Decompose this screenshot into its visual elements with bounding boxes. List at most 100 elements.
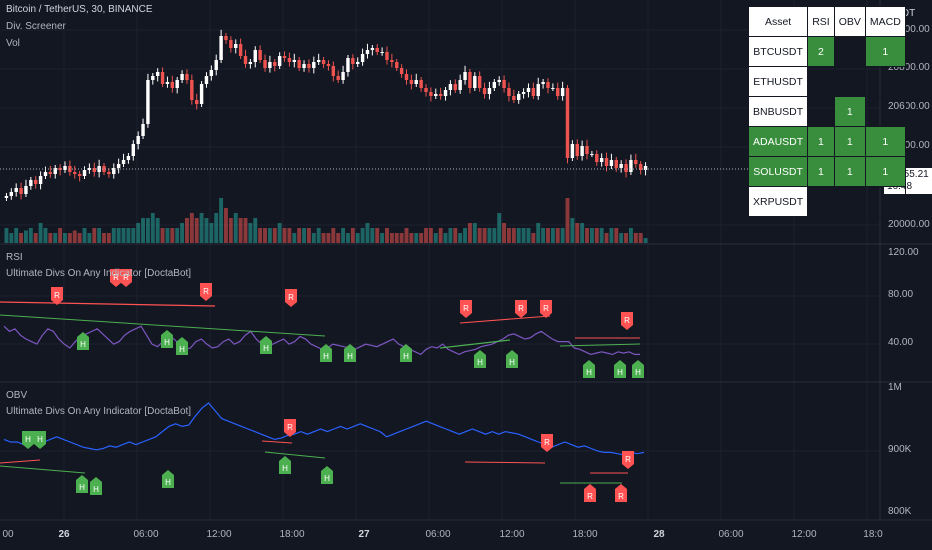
divergence-label-bullish: [90, 477, 102, 495]
screener-col-macd: MACD: [864, 6, 906, 37]
divergence-label-bearish: [584, 484, 596, 502]
price-axis[interactable]: 21000.00 20800.00 20600.00 20400.00 2000…: [882, 0, 932, 240]
volume-bar: [580, 223, 585, 243]
candle-body: [112, 168, 116, 174]
volume-bar: [570, 218, 575, 243]
price-tick: 20400.00: [888, 140, 930, 151]
obv-bearish-divergence-line: [261, 440, 293, 444]
candle-body: [604, 158, 609, 166]
candle-body: [268, 62, 272, 68]
divergence-label-bullish: [22, 431, 34, 449]
volume-bar: [175, 228, 180, 243]
screener-obv-cell: 1: [833, 126, 866, 157]
volume-bar: [150, 213, 155, 243]
candle-body: [175, 80, 179, 88]
candle-body: [560, 88, 565, 96]
volume-bar: [536, 223, 541, 243]
volume-bar: [477, 228, 482, 243]
divergence-label-bullish: [344, 344, 356, 362]
divergence-label-bullish: [400, 344, 412, 362]
volume-bar: [58, 228, 63, 243]
volume-bar: [385, 228, 389, 243]
volume-bar: [19, 233, 24, 243]
volume-bar: [428, 228, 433, 243]
candle-body: [185, 74, 189, 80]
candle-body: [634, 160, 638, 164]
screener-macd-cell: [864, 96, 906, 127]
volume-bar: [550, 228, 555, 243]
screener-asset: BTCUSDT: [747, 36, 809, 67]
volume-bar: [638, 233, 643, 243]
volume-bar: [589, 228, 594, 243]
screener-obv-cell: [833, 66, 866, 97]
candle-body: [609, 160, 614, 166]
candle-body: [556, 88, 560, 96]
volume-bar: [121, 228, 126, 243]
candle-body: [151, 76, 155, 80]
volume-bar: [419, 233, 424, 243]
volume-bar: [253, 218, 258, 243]
obv-axis[interactable]: 1M 900K 800K: [882, 380, 932, 520]
divergence-label-bullish: [583, 360, 595, 378]
candle-body: [258, 50, 262, 60]
screener-macd-cell: 1: [864, 156, 906, 187]
candle-body: [248, 62, 253, 64]
screener-macd-cell: 1: [864, 126, 906, 157]
volume-bar: [302, 228, 306, 243]
candle-body: [146, 80, 150, 124]
candle-body: [209, 70, 214, 76]
divergence-label-text: H: [93, 485, 99, 494]
candle-body: [643, 166, 648, 170]
volume-bar: [102, 233, 106, 243]
obv-tick: 900K: [888, 444, 912, 455]
candle-body: [326, 64, 331, 66]
symbol-title: Bitcoin / TetherUS, 30, BINANCE: [6, 4, 153, 15]
divergence-label-bullish: [474, 350, 486, 368]
screener-header-row: Asset RSI OBV MACD: [747, 6, 906, 37]
volume-bar: [399, 233, 404, 243]
divergence-label-bullish: [34, 431, 46, 449]
candle-body: [102, 166, 106, 172]
volume-bar: [458, 233, 463, 243]
volume-bar: [394, 233, 399, 243]
volume-bar: [106, 233, 111, 243]
obv-bullish-divergence-line: [264, 451, 326, 459]
volume-bar: [116, 228, 121, 243]
divergence-label-bullish: [260, 336, 272, 354]
volume-bar: [170, 228, 175, 243]
time-tick: 12:00: [206, 529, 232, 540]
candle-body: [502, 80, 506, 88]
volume-bar: [321, 233, 326, 243]
divergence-label-bullish: [506, 350, 518, 368]
candle-body: [53, 168, 57, 174]
rsi-indicator-label: Ultimate Divs On Any Indicator [DoctaBot…: [6, 268, 192, 279]
candle-body: [160, 72, 165, 84]
volume-bar: [189, 213, 194, 243]
divergence-label-text: H: [323, 352, 329, 361]
candle-body: [165, 82, 170, 84]
divergence-label-bearish: [285, 289, 297, 307]
volume-bar: [263, 228, 267, 243]
volume-bar: [516, 228, 521, 243]
candle-body: [414, 80, 418, 84]
candle-body: [482, 88, 487, 94]
volume-bar: [487, 228, 492, 243]
candle-body: [541, 82, 545, 84]
rsi-axis[interactable]: 120.00 80.00 40.00: [882, 245, 932, 380]
volume-bar: [497, 213, 502, 243]
candle-body: [263, 60, 267, 68]
candle-body: [360, 54, 365, 62]
candle-body: [282, 56, 287, 58]
indicator-div-screener-label: Div. Screener: [6, 21, 66, 32]
candle-body: [312, 62, 316, 68]
rsi-bullish-divergence-line: [559, 343, 641, 347]
time-tick: 06:00: [133, 529, 159, 540]
screener-asset: BNBUSDT: [747, 96, 809, 127]
volume-bar: [82, 228, 87, 243]
indicator-vol-label: Vol: [6, 38, 20, 49]
divergence-label-text: H: [635, 368, 641, 377]
divergence-label-bullish: [321, 466, 333, 484]
candle-body: [399, 68, 404, 74]
volume-bar: [414, 233, 419, 243]
divergence-label-bearish: [460, 300, 472, 318]
